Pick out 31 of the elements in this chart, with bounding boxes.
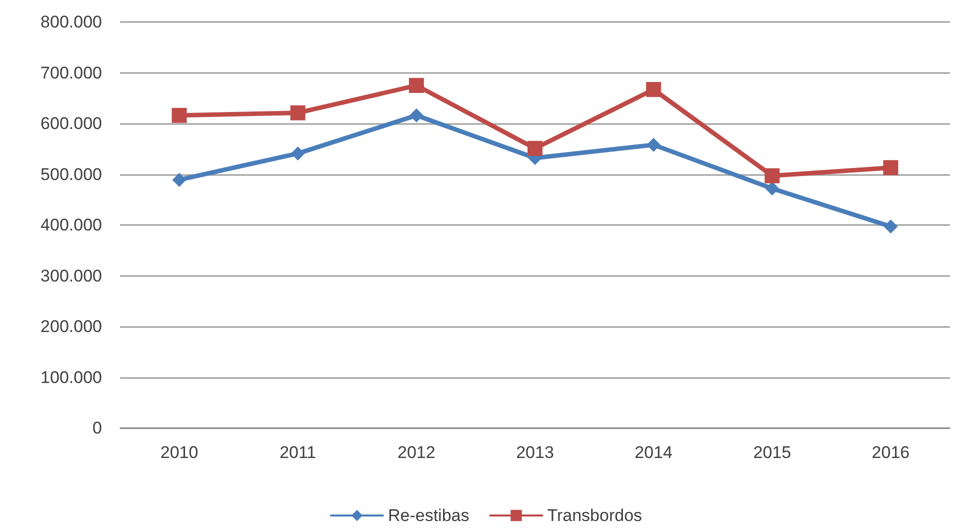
y-tick-label: 300.000 bbox=[40, 266, 102, 286]
y-tick-label: 400.000 bbox=[40, 216, 102, 234]
x-tick-label: 2010 bbox=[160, 443, 198, 462]
point bbox=[765, 181, 780, 196]
point bbox=[172, 108, 187, 123]
x-tick-label: 2016 bbox=[872, 443, 910, 462]
y-tick-label: 600.000 bbox=[40, 114, 102, 133]
point bbox=[764, 168, 780, 184]
point bbox=[646, 82, 662, 97]
legend-label: Transbordos bbox=[547, 506, 642, 525]
y-tick-label: 100.000 bbox=[40, 368, 102, 387]
point bbox=[290, 146, 305, 160]
point bbox=[528, 140, 542, 156]
y-tick-label: 500.000 bbox=[40, 164, 102, 184]
x-tick-label: 2011 bbox=[280, 443, 316, 462]
point bbox=[408, 78, 424, 93]
point bbox=[409, 108, 424, 122]
point bbox=[884, 220, 898, 234]
y-tick-label: 200.000 bbox=[40, 317, 102, 336]
x-tick-label: 2012 bbox=[398, 443, 436, 462]
legend-label: Re-estibas bbox=[388, 506, 470, 525]
x-tick-label: 2014 bbox=[634, 443, 672, 462]
point bbox=[172, 172, 186, 187]
y-tick-label: 0 bbox=[92, 418, 102, 438]
point bbox=[883, 160, 898, 176]
y-tick-label: 700.000 bbox=[40, 63, 102, 82]
y-tick-label: 800.000 bbox=[40, 12, 102, 32]
x-tick-label: 2015 bbox=[753, 443, 792, 462]
point bbox=[646, 138, 661, 152]
point bbox=[290, 105, 306, 120]
x-tick-label: 2013 bbox=[516, 443, 554, 462]
